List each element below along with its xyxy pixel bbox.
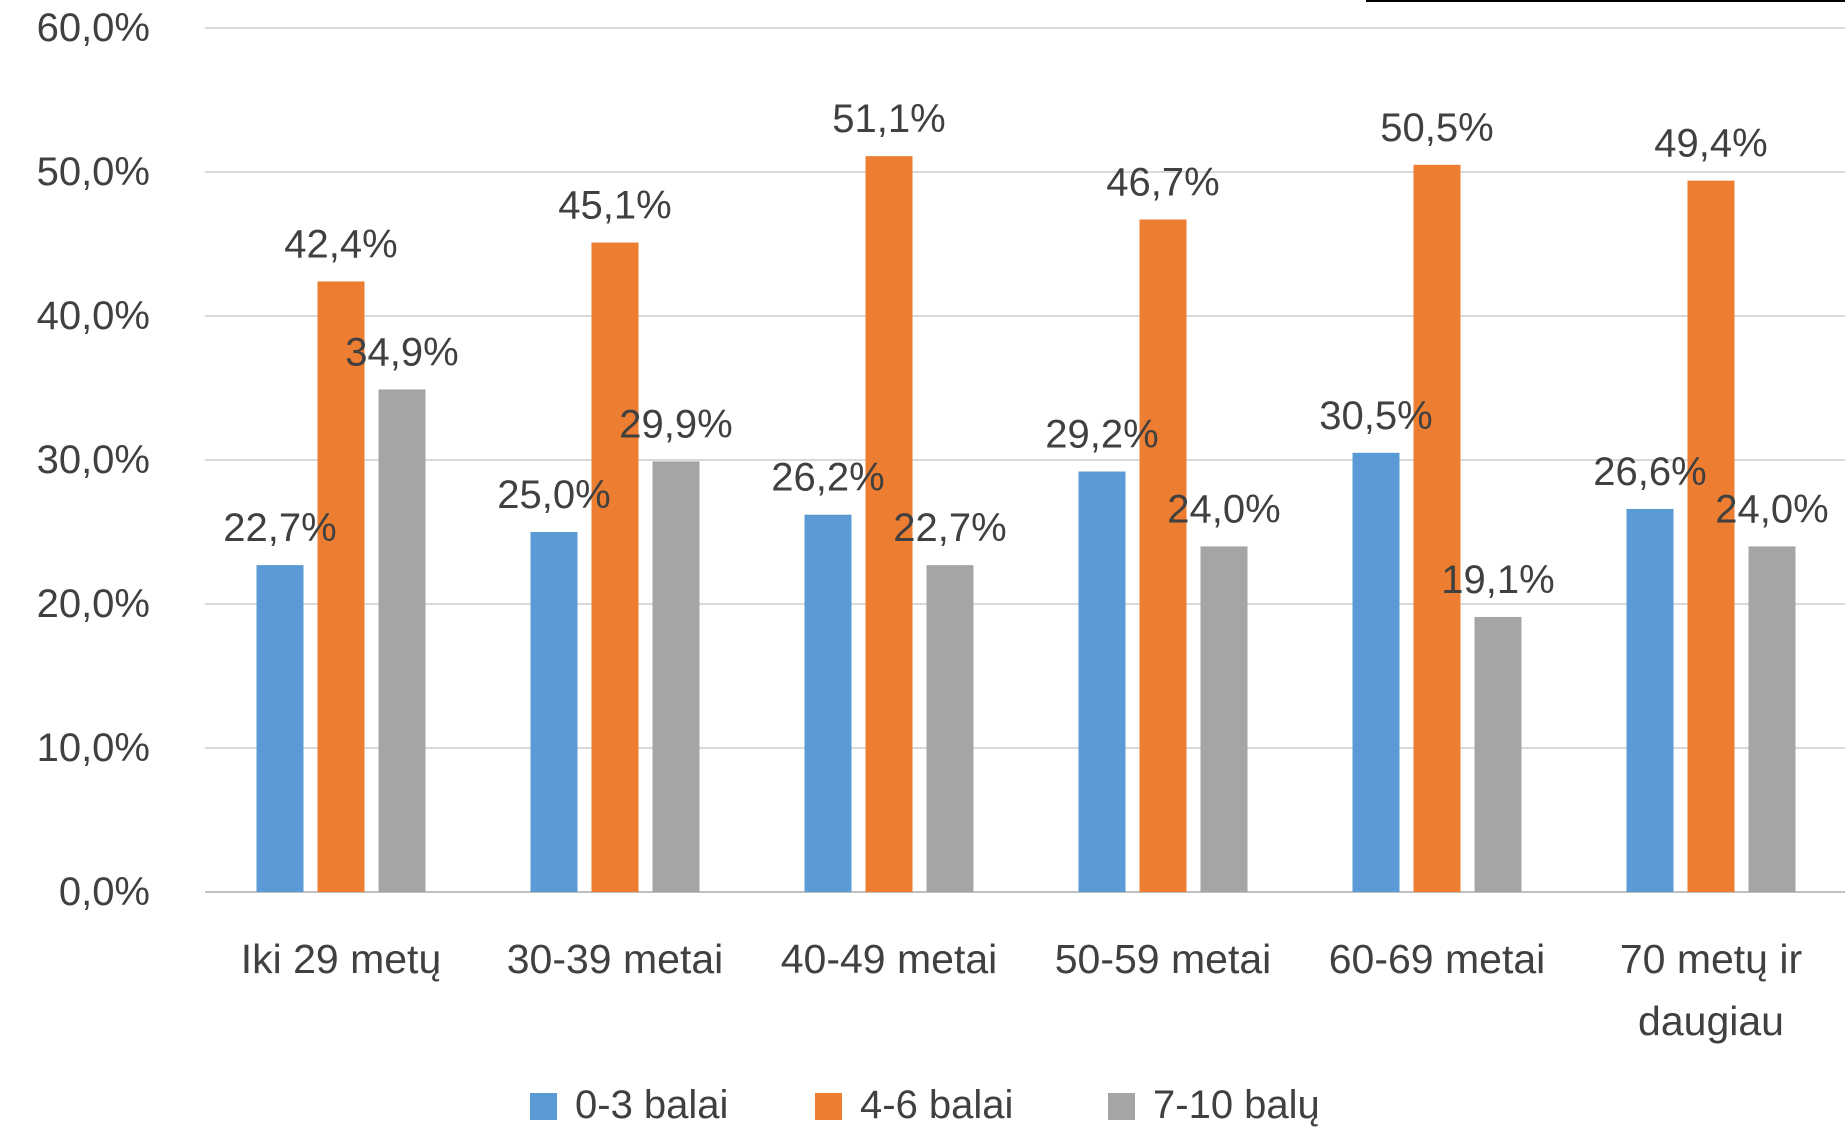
- bar-7-10-balų: [1748, 546, 1796, 892]
- bar-0-3-balai: [804, 514, 852, 892]
- data-label: 34,9%: [345, 330, 458, 374]
- data-label: 49,4%: [1654, 122, 1767, 166]
- data-label: 24,0%: [1167, 487, 1280, 531]
- data-label: 26,2%: [771, 456, 884, 500]
- data-label: 29,2%: [1045, 413, 1158, 457]
- y-tick-label: 60,0%: [37, 6, 150, 50]
- bar-7-10-balų: [652, 461, 700, 892]
- data-label: 45,1%: [558, 184, 671, 228]
- y-tick-label: 30,0%: [37, 438, 150, 482]
- data-label: 46,7%: [1106, 161, 1219, 205]
- legend-label: 7-10 balų: [1153, 1083, 1320, 1127]
- data-label: 22,7%: [223, 506, 336, 550]
- x-tick-label: 30-39 metai: [507, 936, 724, 982]
- data-label: 42,4%: [284, 222, 397, 266]
- x-tick-label: daugiau: [1638, 998, 1784, 1044]
- legend-label: 4-6 balai: [860, 1083, 1013, 1127]
- bar-4-6-balai: [1687, 180, 1735, 892]
- bar-4-6-balai: [591, 242, 639, 892]
- x-tick-label: 50-59 metai: [1055, 936, 1272, 982]
- data-label: 22,7%: [893, 506, 1006, 550]
- data-label: 51,1%: [832, 97, 945, 141]
- y-tick-label: 10,0%: [37, 726, 150, 770]
- data-label: 26,6%: [1593, 450, 1706, 494]
- x-tick-label: 40-49 metai: [781, 936, 998, 982]
- bar-4-6-balai: [865, 156, 913, 892]
- bar-0-3-balai: [530, 532, 578, 892]
- bar-7-10-balų: [1474, 616, 1522, 892]
- bar-7-10-balų: [378, 389, 426, 892]
- bar-0-3-balai: [1352, 452, 1400, 892]
- x-tick-label: 70 metų ir: [1620, 936, 1802, 982]
- data-label: 19,1%: [1441, 558, 1554, 602]
- y-tick-label: 40,0%: [37, 294, 150, 338]
- bar-4-6-balai: [317, 281, 365, 892]
- data-label: 50,5%: [1380, 106, 1493, 150]
- bar-7-10-balų: [926, 565, 974, 892]
- data-label: 25,0%: [497, 473, 610, 517]
- legend-label: 0-3 balai: [575, 1083, 728, 1127]
- data-label: 29,9%: [619, 402, 732, 446]
- bar-7-10-balų: [1200, 546, 1248, 892]
- bar-0-3-balai: [1626, 508, 1674, 892]
- y-tick-label: 20,0%: [37, 582, 150, 626]
- data-label: 24,0%: [1715, 487, 1828, 531]
- x-tick-label: 60-69 metai: [1329, 936, 1546, 982]
- bar-4-6-balai: [1413, 164, 1461, 893]
- bar-0-3-balai: [256, 565, 304, 892]
- x-tick-label: Iki 29 metų: [241, 936, 442, 982]
- legend-swatch-7-10-balų: [1108, 1093, 1135, 1120]
- y-tick-label: 0,0%: [59, 870, 150, 914]
- chart-frame-edge: [1366, 0, 1845, 2]
- bar-4-6-balai: [1139, 219, 1187, 892]
- legend-swatch-4-6-balai: [815, 1093, 842, 1120]
- data-label: 30,5%: [1319, 394, 1432, 438]
- y-tick-label: 50,0%: [37, 150, 150, 194]
- bar-0-3-balai: [1078, 471, 1126, 892]
- legend-swatch-0-3-balai: [530, 1093, 557, 1120]
